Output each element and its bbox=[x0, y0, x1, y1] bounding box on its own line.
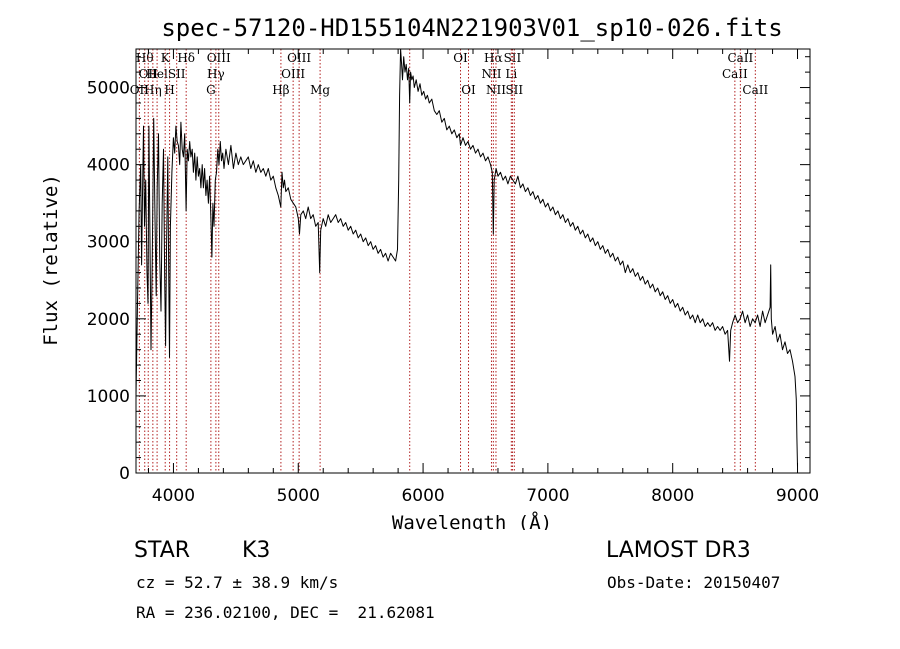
y-tick-label: 4000 bbox=[87, 156, 130, 176]
spectrum-line bbox=[135, 48, 798, 467]
x-axis: 4000 5000 6000 7000 8000 9000 bbox=[147, 49, 819, 506]
coordinates: RA = 236.02100, DEC = 21.62081 bbox=[136, 603, 435, 622]
x-tick-label: 6000 bbox=[401, 486, 444, 506]
x-tick-label: 7000 bbox=[526, 486, 569, 506]
spectral-line-markers: OIIHθOIIHηHelKHSIIHδGHγOIIIHβOIIIOIIIMgO… bbox=[130, 49, 768, 473]
x-tick-label: 4000 bbox=[152, 486, 195, 506]
line-marker-label: Hγ bbox=[207, 67, 225, 81]
line-marker-label: SII bbox=[168, 67, 186, 81]
y-tick-label: 2000 bbox=[87, 310, 130, 330]
line-marker-label: Li bbox=[505, 67, 517, 81]
line-marker-label: OIII bbox=[287, 51, 311, 65]
redshift-line: cz = 52.7 ± 38.9 km/s bbox=[136, 573, 339, 592]
line-marker-label: CaII bbox=[722, 67, 748, 81]
line-marker-label: CaII bbox=[742, 83, 768, 97]
line-marker-label: OI bbox=[453, 51, 468, 65]
spectrum-chart: spec-57120-HD155104N221903V01_sp10-026.f… bbox=[40, 14, 819, 530]
object-type: STAR bbox=[134, 538, 191, 563]
line-marker-label: OIII bbox=[281, 67, 305, 81]
y-axis: 0 1000 2000 3000 4000 5000 bbox=[87, 56, 810, 484]
x-axis-label: Wavelength (Å) bbox=[392, 511, 552, 530]
x-tick-label: 5000 bbox=[277, 486, 320, 506]
line-marker-label: OII bbox=[130, 83, 150, 97]
line-marker-label: OI bbox=[461, 83, 476, 97]
line-marker-label: NII bbox=[486, 83, 506, 97]
line-marker-label: Hδ bbox=[177, 51, 195, 65]
plot-frame bbox=[135, 48, 811, 474]
chart-title: spec-57120-HD155104N221903V01_sp10-026.f… bbox=[161, 14, 782, 42]
spectrum-series bbox=[135, 48, 798, 467]
line-marker-label: SII bbox=[504, 51, 522, 65]
x-tick-label: 8000 bbox=[651, 486, 694, 506]
x-tick-label: 9000 bbox=[776, 486, 819, 506]
line-marker-label: SII bbox=[505, 83, 523, 97]
line-marker-label: Hθ bbox=[136, 51, 154, 65]
line-marker-label: CaII bbox=[727, 51, 753, 65]
line-marker-label: NII bbox=[481, 67, 501, 81]
line-marker-label: Hβ bbox=[272, 83, 289, 97]
obs-date: Obs-Date: 20150407 bbox=[607, 573, 781, 592]
line-marker-label: K bbox=[161, 51, 171, 65]
line-marker-label: H bbox=[164, 83, 174, 97]
line-marker-label: G bbox=[206, 83, 216, 97]
y-tick-label: 5000 bbox=[87, 79, 130, 99]
line-marker-label: Hα bbox=[484, 51, 503, 65]
y-tick-label: 3000 bbox=[87, 233, 130, 253]
line-marker-label: OIII bbox=[207, 51, 231, 65]
y-tick-label: 0 bbox=[119, 464, 130, 484]
survey-name: LAMOST DR3 bbox=[606, 538, 751, 563]
y-axis-label: Flux (relative) bbox=[40, 174, 62, 346]
line-marker-label: Mg bbox=[310, 83, 330, 97]
line-marker-label: Hη bbox=[144, 83, 162, 97]
spectral-subclass: K3 bbox=[242, 538, 271, 563]
line-marker-label: Hel bbox=[146, 67, 168, 81]
y-tick-label: 1000 bbox=[87, 387, 130, 407]
